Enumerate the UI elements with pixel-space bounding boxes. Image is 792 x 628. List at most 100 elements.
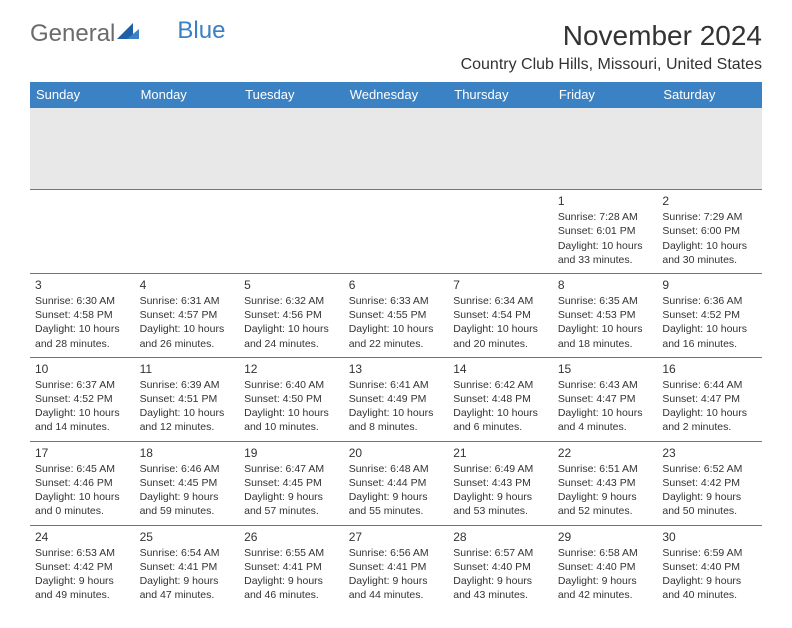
- day-number: 8: [558, 277, 653, 293]
- daylight1-text: Daylight: 9 hours: [35, 574, 130, 588]
- sunset-text: Sunset: 4:45 PM: [244, 476, 339, 490]
- col-friday: Friday: [553, 82, 658, 108]
- sunrise-text: Sunrise: 6:57 AM: [453, 546, 548, 560]
- sunrise-text: Sunrise: 6:54 AM: [140, 546, 235, 560]
- daylight1-text: Daylight: 10 hours: [35, 406, 130, 420]
- daylight2-text: and 18 minutes.: [558, 337, 653, 351]
- daylight2-text: and 47 minutes.: [140, 588, 235, 602]
- daylight2-text: and 52 minutes.: [558, 504, 653, 518]
- day-number: 30: [662, 529, 757, 545]
- sunset-text: Sunset: 4:48 PM: [453, 392, 548, 406]
- day-cell: [239, 190, 344, 274]
- sunset-text: Sunset: 4:43 PM: [453, 476, 548, 490]
- sunrise-text: Sunrise: 6:53 AM: [35, 546, 130, 560]
- sunrise-text: Sunrise: 6:55 AM: [244, 546, 339, 560]
- day-cell: [448, 190, 553, 274]
- sunset-text: Sunset: 4:47 PM: [662, 392, 757, 406]
- daylight2-text: and 26 minutes.: [140, 337, 235, 351]
- daylight1-text: Daylight: 9 hours: [140, 490, 235, 504]
- day-cell: 15Sunrise: 6:43 AMSunset: 4:47 PMDayligh…: [553, 357, 658, 441]
- sunset-text: Sunset: 4:50 PM: [244, 392, 339, 406]
- daylight2-text: and 46 minutes.: [244, 588, 339, 602]
- daylight2-text: and 43 minutes.: [453, 588, 548, 602]
- sunset-text: Sunset: 4:51 PM: [140, 392, 235, 406]
- sunrise-text: Sunrise: 6:56 AM: [349, 546, 444, 560]
- sunrise-text: Sunrise: 6:43 AM: [558, 378, 653, 392]
- sunrise-text: Sunrise: 6:51 AM: [558, 462, 653, 476]
- daylight2-text: and 33 minutes.: [558, 253, 653, 267]
- day-cell: 1Sunrise: 7:28 AMSunset: 6:01 PMDaylight…: [553, 190, 658, 274]
- daylight1-text: Daylight: 10 hours: [35, 490, 130, 504]
- day-cell: 3Sunrise: 6:30 AMSunset: 4:58 PMDaylight…: [30, 273, 135, 357]
- col-wednesday: Wednesday: [344, 82, 449, 108]
- sunset-text: Sunset: 4:52 PM: [662, 308, 757, 322]
- sunset-text: Sunset: 6:01 PM: [558, 224, 653, 238]
- col-thursday: Thursday: [448, 82, 553, 108]
- sunset-text: Sunset: 4:40 PM: [558, 560, 653, 574]
- daylight1-text: Daylight: 10 hours: [453, 406, 548, 420]
- sunrise-text: Sunrise: 6:31 AM: [140, 294, 235, 308]
- week-row: 17Sunrise: 6:45 AMSunset: 4:46 PMDayligh…: [30, 441, 762, 525]
- sunrise-text: Sunrise: 6:49 AM: [453, 462, 548, 476]
- daylight1-text: Daylight: 9 hours: [453, 490, 548, 504]
- header: General Blue November 2024 Country Club …: [30, 20, 762, 74]
- sunset-text: Sunset: 4:40 PM: [453, 560, 548, 574]
- daylight2-text: and 53 minutes.: [453, 504, 548, 518]
- sunrise-text: Sunrise: 7:29 AM: [662, 210, 757, 224]
- sunset-text: Sunset: 4:42 PM: [35, 560, 130, 574]
- daylight1-text: Daylight: 9 hours: [244, 490, 339, 504]
- sunrise-text: Sunrise: 6:30 AM: [35, 294, 130, 308]
- day-number: 22: [558, 445, 653, 461]
- daylight2-text: and 40 minutes.: [662, 588, 757, 602]
- day-number: 23: [662, 445, 757, 461]
- daylight1-text: Daylight: 9 hours: [453, 574, 548, 588]
- sunset-text: Sunset: 4:41 PM: [140, 560, 235, 574]
- sunset-text: Sunset: 4:47 PM: [558, 392, 653, 406]
- logo-text-2: Blue: [177, 17, 225, 45]
- daylight2-text: and 10 minutes.: [244, 420, 339, 434]
- daylight1-text: Daylight: 9 hours: [558, 574, 653, 588]
- col-sunday: Sunday: [30, 82, 135, 108]
- sunrise-text: Sunrise: 6:48 AM: [349, 462, 444, 476]
- sunset-text: Sunset: 4:57 PM: [140, 308, 235, 322]
- day-cell: 4Sunrise: 6:31 AMSunset: 4:57 PMDaylight…: [135, 273, 240, 357]
- sunrise-text: Sunrise: 6:36 AM: [662, 294, 757, 308]
- day-number: 12: [244, 361, 339, 377]
- calendar-table: Sunday Monday Tuesday Wednesday Thursday…: [30, 82, 762, 608]
- sunset-text: Sunset: 4:58 PM: [35, 308, 130, 322]
- daylight1-text: Daylight: 10 hours: [558, 239, 653, 253]
- day-cell: [135, 190, 240, 274]
- daylight2-text: and 14 minutes.: [35, 420, 130, 434]
- calendar-body: 1Sunrise: 7:28 AMSunset: 6:01 PMDaylight…: [30, 108, 762, 609]
- day-cell: 27Sunrise: 6:56 AMSunset: 4:41 PMDayligh…: [344, 525, 449, 608]
- sunrise-text: Sunrise: 7:28 AM: [558, 210, 653, 224]
- day-number: 14: [453, 361, 548, 377]
- day-number: 11: [140, 361, 235, 377]
- day-number: 3: [35, 277, 130, 293]
- sunrise-text: Sunrise: 6:45 AM: [35, 462, 130, 476]
- daylight2-text: and 49 minutes.: [35, 588, 130, 602]
- day-cell: [30, 190, 135, 274]
- day-number: 15: [558, 361, 653, 377]
- logo-sail-icon: [117, 20, 139, 48]
- calendar-page: General Blue November 2024 Country Club …: [0, 0, 792, 628]
- day-cell: 9Sunrise: 6:36 AMSunset: 4:52 PMDaylight…: [657, 273, 762, 357]
- sunset-text: Sunset: 4:46 PM: [35, 476, 130, 490]
- sunset-text: Sunset: 4:54 PM: [453, 308, 548, 322]
- daylight1-text: Daylight: 9 hours: [140, 574, 235, 588]
- day-number: 27: [349, 529, 444, 545]
- col-tuesday: Tuesday: [239, 82, 344, 108]
- daylight2-text: and 24 minutes.: [244, 337, 339, 351]
- sunset-text: Sunset: 4:49 PM: [349, 392, 444, 406]
- daylight1-text: Daylight: 10 hours: [662, 406, 757, 420]
- day-number: 26: [244, 529, 339, 545]
- day-cell: 5Sunrise: 6:32 AMSunset: 4:56 PMDaylight…: [239, 273, 344, 357]
- daylight2-text: and 55 minutes.: [349, 504, 444, 518]
- daylight2-text: and 44 minutes.: [349, 588, 444, 602]
- daylight2-text: and 2 minutes.: [662, 420, 757, 434]
- sunset-text: Sunset: 4:52 PM: [35, 392, 130, 406]
- day-cell: 21Sunrise: 6:49 AMSunset: 4:43 PMDayligh…: [448, 441, 553, 525]
- day-cell: 6Sunrise: 6:33 AMSunset: 4:55 PMDaylight…: [344, 273, 449, 357]
- day-cell: 8Sunrise: 6:35 AMSunset: 4:53 PMDaylight…: [553, 273, 658, 357]
- day-cell: 28Sunrise: 6:57 AMSunset: 4:40 PMDayligh…: [448, 525, 553, 608]
